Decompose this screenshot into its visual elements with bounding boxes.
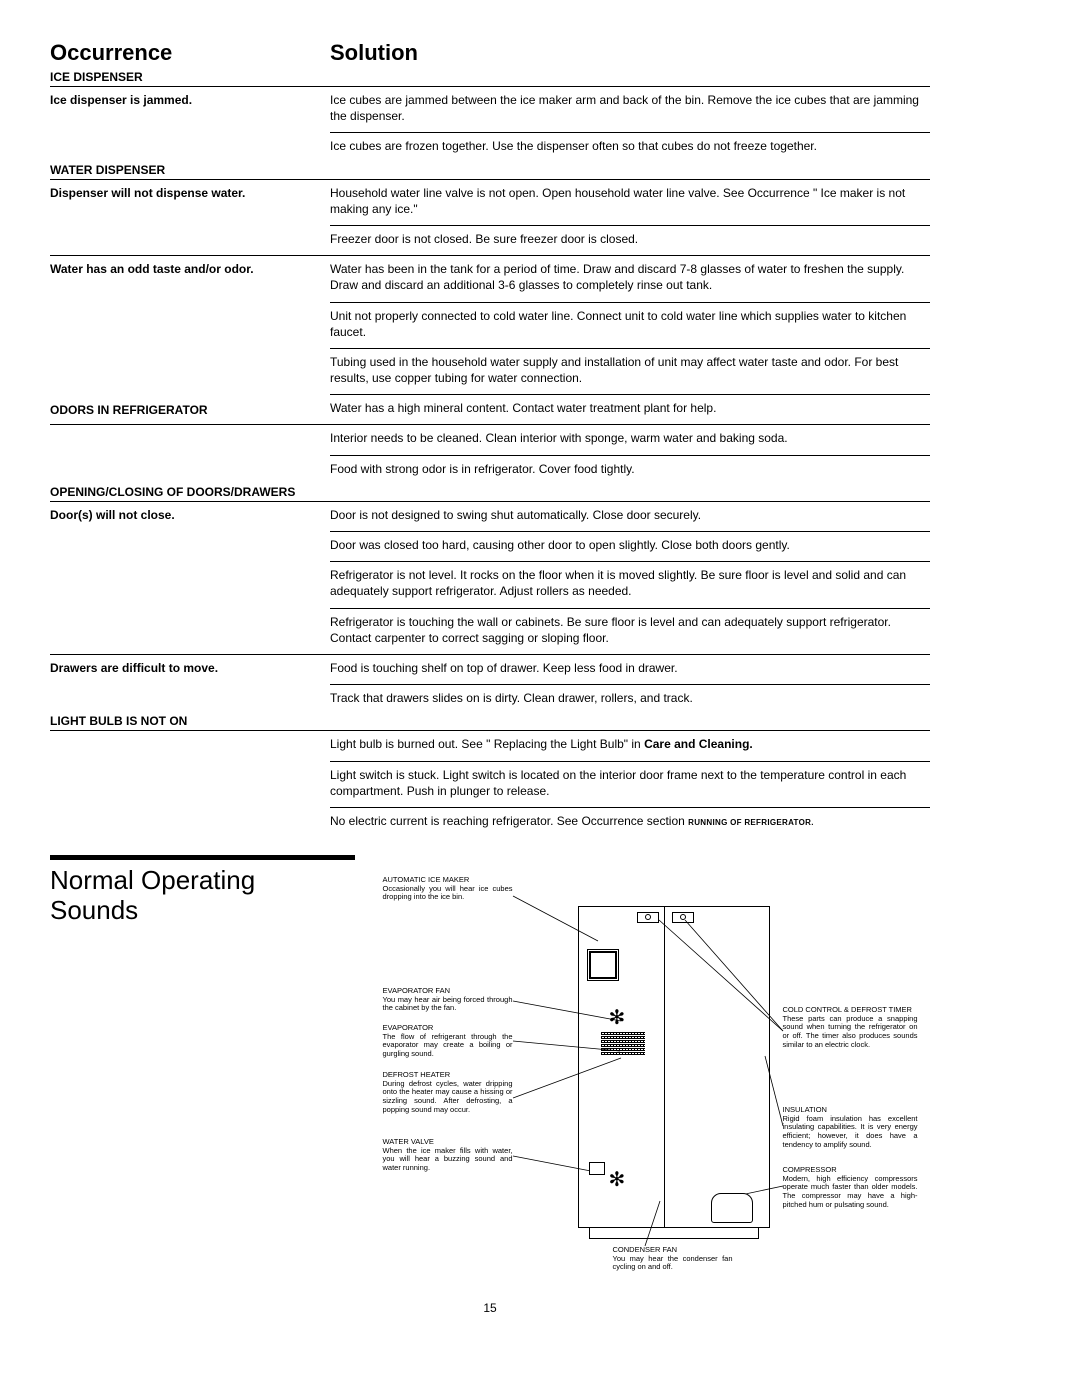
label-cold-control: COLD CONTROL & DEFROST TIMERThese parts … xyxy=(783,1006,918,1049)
solution-cell: Unit not properly connected to cold wate… xyxy=(330,308,930,340)
solution-cell: Ice cubes are jammed between the ice mak… xyxy=(330,92,930,124)
rule xyxy=(330,684,930,685)
table-row: Light bulb is burned out. See " Replacin… xyxy=(50,733,930,758)
table-row: Refrigerator is not level. It rocks on t… xyxy=(50,564,930,605)
occurrence-heading: Occurrence xyxy=(50,40,330,66)
rule xyxy=(50,730,930,731)
solution-cell: Light bulb is burned out. See " Replacin… xyxy=(330,736,930,752)
section-water-dispenser: WATER DISPENSER xyxy=(50,163,330,177)
rule xyxy=(330,531,930,532)
solution-cell: Door was closed too hard, causing other … xyxy=(330,537,930,553)
occurrence-cell: Water has an odd taste and/or odor. xyxy=(50,261,330,293)
solution-cell: Water has been in the tank for a period … xyxy=(330,261,930,293)
table-row: Door was closed too hard, causing other … xyxy=(50,534,930,559)
table-row: Track that drawers slides on is dirty. C… xyxy=(50,687,930,712)
rule xyxy=(330,761,930,762)
rule xyxy=(330,455,930,456)
rule xyxy=(330,225,930,226)
solution-cell: Household water line valve is not open. … xyxy=(330,185,930,217)
rule xyxy=(50,179,930,180)
solution-cell: Tubing used in the household water suppl… xyxy=(330,354,930,386)
sounds-heading: Normal OperatingSounds xyxy=(50,866,355,926)
rule xyxy=(330,807,930,808)
solution-cell: Ice cubes are frozen together. Use the d… xyxy=(330,138,930,154)
rule xyxy=(50,86,930,87)
table-row: Drawers are difficult to move. Food is t… xyxy=(50,657,930,682)
label-condenser-fan: CONDENSER FANYou may hear the condenser … xyxy=(613,1246,733,1272)
page-number: 15 xyxy=(50,1301,930,1315)
table-row: Freezer door is not closed. Be sure free… xyxy=(50,228,930,253)
occurrence-cell: Ice dispenser is jammed. xyxy=(50,92,330,124)
header-row: Occurrence Solution xyxy=(50,40,930,68)
table-row: Refrigerator is touching the wall or cab… xyxy=(50,611,930,652)
label-evap-fan: EVAPORATOR FANYou may hear air being for… xyxy=(383,987,513,1013)
table-row: Interior needs to be cleaned. Clean inte… xyxy=(50,427,930,452)
label-insulation: INSULATIONRigid foam insulation has exce… xyxy=(783,1106,918,1149)
section-doors: OPENING/CLOSING OF DOORS/DRAWERS xyxy=(50,485,930,499)
label-defrost: DEFROST HEATERDuring defrost cycles, wat… xyxy=(383,1071,513,1114)
table-row: Light switch is stuck. Light switch is l… xyxy=(50,764,930,805)
rule xyxy=(330,608,930,609)
table-row: Unit not properly connected to cold wate… xyxy=(50,305,930,346)
rule xyxy=(330,394,930,395)
rule xyxy=(50,654,930,655)
rule xyxy=(330,348,930,349)
table-row: Ice cubes are frozen together. Use the d… xyxy=(50,135,930,160)
rule xyxy=(50,424,930,425)
solution-cell: Water has a high mineral content. Contac… xyxy=(330,400,930,416)
table-row: No electric current is reaching refriger… xyxy=(50,810,930,835)
solution-cell: No electric current is reaching refriger… xyxy=(330,813,930,829)
table-row: Food with strong odor is in refrigerator… xyxy=(50,458,930,483)
solution-cell: Refrigerator is touching the wall or cab… xyxy=(330,614,930,646)
solution-cell: Refrigerator is not level. It rocks on t… xyxy=(330,567,930,599)
occurrence-cell: Dispenser will not dispense water. xyxy=(50,185,330,217)
rule xyxy=(330,132,930,133)
rule xyxy=(50,501,930,502)
label-ice-maker: AUTOMATIC ICE MAKEROccasionally you will… xyxy=(383,876,513,902)
table-row: ODORS IN REFRIGERATOR Water has a high m… xyxy=(50,397,930,422)
solution-cell: Interior needs to be cleaned. Clean inte… xyxy=(330,430,930,446)
table-row: Door(s) will not close. Door is not desi… xyxy=(50,504,930,529)
rule xyxy=(330,302,930,303)
occurrence-cell: Drawers are difficult to move. xyxy=(50,660,330,676)
solution-heading: Solution xyxy=(330,40,930,66)
section-bulb: LIGHT BULB IS NOT ON xyxy=(50,714,330,728)
sounds-section: Normal OperatingSounds ✻ xyxy=(50,866,930,1276)
occurrence-cell: Door(s) will not close. xyxy=(50,507,330,523)
section-ice-dispenser: ICE DISPENSER xyxy=(50,70,330,84)
label-evaporator: EVAPORATORThe flow of refrigerant throug… xyxy=(383,1024,513,1059)
rule xyxy=(330,561,930,562)
fridge-outline: ✻ ✻ xyxy=(578,906,770,1228)
refrigerator-diagram: ✻ ✻ AUTOMATIC ICE MAKEROccasionally you … xyxy=(355,866,930,1276)
solution-cell: Door is not designed to swing shut autom… xyxy=(330,507,930,523)
rule xyxy=(50,255,930,256)
solution-cell: Food with strong odor is in refrigerator… xyxy=(330,461,930,477)
section-odors: ODORS IN REFRIGERATOR xyxy=(50,402,208,418)
solution-cell: Food is touching shelf on top of drawer.… xyxy=(330,660,930,676)
solution-cell: Freezer door is not closed. Be sure free… xyxy=(330,231,930,247)
label-compressor: COMPRESSORModern, high efficiency compre… xyxy=(783,1166,918,1209)
table-row: Dispenser will not dispense water. House… xyxy=(50,182,930,223)
table-row: Water has an odd taste and/or odor. Wate… xyxy=(50,258,930,299)
label-water-valve: WATER VALVEWhen the ice maker fills with… xyxy=(383,1138,513,1173)
table-row: Ice dispenser is jammed. Ice cubes are j… xyxy=(50,89,930,130)
table-row: Tubing used in the household water suppl… xyxy=(50,351,930,392)
solution-cell: Light switch is stuck. Light switch is l… xyxy=(330,767,930,799)
section-divider-bar xyxy=(50,855,355,860)
solution-cell: Track that drawers slides on is dirty. C… xyxy=(330,690,930,706)
